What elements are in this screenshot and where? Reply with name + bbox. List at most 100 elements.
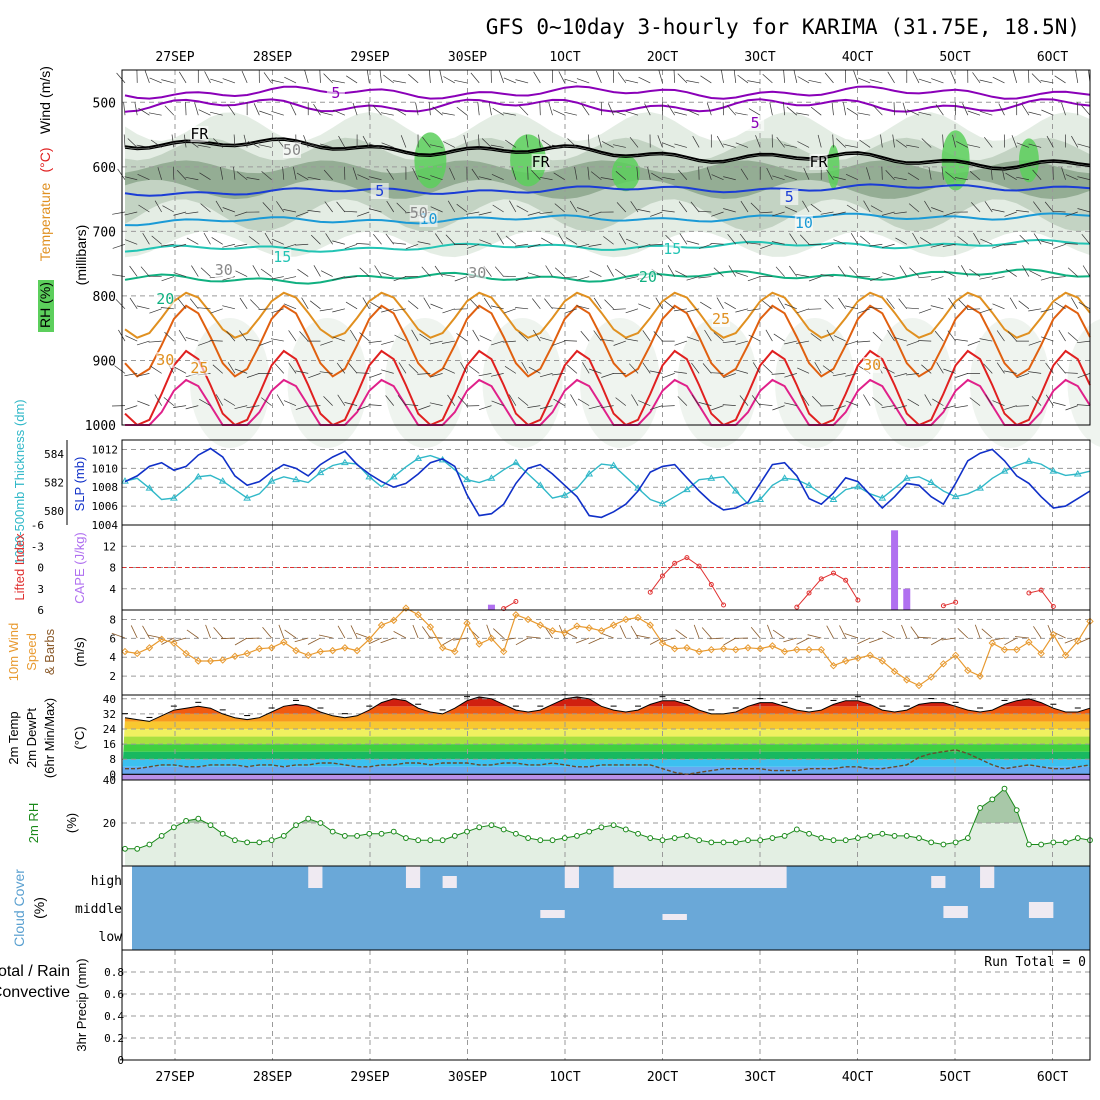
rh-point bbox=[732, 839, 739, 846]
upper-wind-barb bbox=[786, 106, 798, 116]
upper-wind-barb bbox=[1032, 169, 1042, 180]
temp-band bbox=[122, 713, 1090, 722]
upper-wind-barb bbox=[415, 102, 419, 116]
upper-wind-barb bbox=[154, 200, 162, 213]
upper-wind-barb bbox=[332, 336, 345, 342]
upper-wind-barb bbox=[125, 335, 138, 342]
upper-wind-barb bbox=[581, 104, 590, 116]
upper-wind-barb bbox=[637, 243, 651, 249]
upper-wind-barb bbox=[902, 102, 908, 116]
upper-wind-barb bbox=[477, 102, 480, 116]
cloud-cover-panel: high middle low Cloud Cover (%) bbox=[11, 865, 1091, 951]
upper-wind-barb bbox=[906, 373, 920, 376]
upper-wind-barb bbox=[826, 329, 834, 342]
upper-wind-barb bbox=[161, 276, 174, 282]
upper-wind-barb bbox=[525, 134, 529, 148]
upper-wind-barb bbox=[625, 110, 639, 116]
upper-wind-barb bbox=[148, 340, 162, 343]
cloud-unit-axis-label: (%) bbox=[31, 897, 47, 919]
upper-wind-barb bbox=[698, 276, 712, 279]
upper-wind-barb bbox=[138, 204, 150, 213]
wind-barb bbox=[575, 637, 590, 644]
rh-point bbox=[305, 815, 312, 822]
wind-tick-label: 8 bbox=[109, 613, 116, 626]
upper-wind-barb bbox=[253, 103, 260, 116]
upper-wind-barb bbox=[210, 111, 223, 116]
upper-wind-barb bbox=[332, 276, 345, 281]
rh-high-blob bbox=[611, 155, 640, 192]
upper-wind-barb bbox=[352, 167, 358, 180]
upper-wind-barb bbox=[222, 78, 236, 84]
upper-wind-barb bbox=[723, 208, 736, 213]
rh-high-blob bbox=[414, 132, 447, 189]
upper-wind-barb bbox=[241, 70, 248, 84]
wind-barb bbox=[234, 637, 248, 646]
upper-wind-barb bbox=[430, 303, 443, 310]
upper-wind-barb bbox=[332, 80, 345, 84]
cloud-axis-label: Cloud Cover bbox=[11, 869, 27, 947]
contour-label: 30 bbox=[863, 356, 881, 374]
upper-wind-barb bbox=[857, 308, 871, 314]
upper-wind-barb bbox=[726, 105, 737, 116]
upper-wind-barb bbox=[282, 166, 285, 180]
rh-point bbox=[561, 835, 568, 841]
upper-wind-barb bbox=[185, 102, 187, 116]
bottom-date-label: 29SEP bbox=[350, 1070, 389, 1085]
upper-wind-barb bbox=[686, 80, 700, 84]
thickness-point bbox=[512, 458, 520, 466]
upper-wind-barb bbox=[478, 176, 492, 181]
upper-wind-barb bbox=[967, 340, 981, 346]
upper-wind-barb bbox=[662, 373, 675, 379]
upper-wind-barb bbox=[490, 144, 504, 148]
upper-wind-barb bbox=[491, 340, 504, 346]
thickness-point bbox=[267, 477, 276, 484]
upper-wind-barb bbox=[797, 367, 810, 374]
upper-wind-barb bbox=[518, 331, 529, 342]
upper-wind-barb bbox=[503, 112, 516, 116]
upper-wind-barb bbox=[882, 366, 895, 374]
upper-wind-barb bbox=[239, 297, 248, 310]
upper-wind-barb bbox=[846, 204, 859, 213]
wind-barb bbox=[901, 624, 908, 639]
upper-wind-barb bbox=[186, 237, 199, 245]
upper-wind-barb bbox=[295, 405, 309, 410]
upper-wind-barb bbox=[698, 402, 712, 406]
thickness-point bbox=[658, 499, 667, 507]
upper-wind-barb bbox=[673, 69, 676, 83]
upper-wind-barb bbox=[831, 102, 834, 116]
rh-point bbox=[647, 835, 654, 841]
upper-wind-barb bbox=[887, 329, 895, 342]
upper-wind-barb bbox=[400, 135, 407, 148]
upper-wind-barb bbox=[984, 201, 993, 213]
rh-point bbox=[793, 826, 800, 833]
rh-point bbox=[256, 839, 263, 846]
upper-wind-barb bbox=[907, 398, 920, 406]
cape-bar bbox=[891, 530, 899, 610]
upper-wind-barb bbox=[454, 79, 468, 84]
thickness-tick-label: 580 bbox=[44, 505, 64, 518]
upper-wind-barb bbox=[296, 172, 309, 181]
upper-wind-barb bbox=[713, 267, 724, 277]
upper-wind-barb bbox=[957, 236, 969, 245]
upper-wind-barb bbox=[722, 340, 736, 344]
wind-barb bbox=[772, 629, 785, 639]
upper-wind-barb bbox=[379, 69, 382, 83]
upper-wind-barb bbox=[1054, 75, 1066, 84]
temp-tick-label: 24 bbox=[103, 723, 117, 736]
upper-wind-barb bbox=[338, 135, 346, 148]
upper-wind-barb bbox=[494, 266, 504, 277]
upper-wind-barb bbox=[711, 174, 724, 181]
rh-axis-label: 2m RH bbox=[26, 803, 41, 843]
upper-wind-barb bbox=[185, 211, 199, 215]
upper-wind-barb bbox=[259, 340, 272, 346]
upper-wind-barb bbox=[930, 305, 944, 310]
lifted-index-point bbox=[1038, 587, 1044, 593]
upper-wind-barb bbox=[1040, 308, 1054, 313]
contour-label: 30 bbox=[468, 264, 486, 282]
rh-point bbox=[745, 837, 751, 844]
upper-wind-barb bbox=[784, 373, 797, 378]
wind-speed-point bbox=[927, 673, 935, 681]
rh-point bbox=[659, 837, 666, 844]
upper-wind-barb bbox=[187, 139, 199, 148]
upper-wind-barb bbox=[893, 176, 907, 181]
